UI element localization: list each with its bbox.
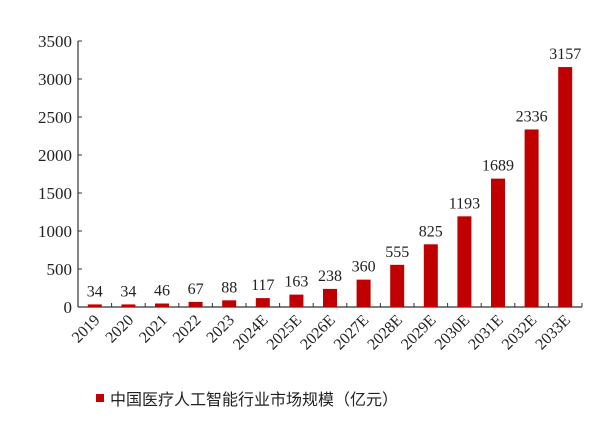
y-tick-label: 1000 — [38, 222, 72, 241]
bar — [188, 301, 203, 307]
x-tick-label: 2019 — [69, 312, 104, 347]
bar — [222, 300, 237, 307]
y-tick-label: 3000 — [38, 70, 72, 89]
x-tick-label: 2021 — [136, 312, 171, 347]
bar — [390, 264, 405, 307]
y-tick-label: 500 — [47, 260, 73, 279]
y-tick-label: 1500 — [38, 184, 72, 203]
data-label: 67 — [188, 281, 204, 298]
x-tick-label: 2028E — [364, 312, 406, 354]
bar — [356, 279, 371, 307]
y-tick-label: 2000 — [38, 146, 72, 165]
bar — [289, 294, 304, 307]
data-label: 825 — [419, 223, 443, 240]
y-tick-label: 3500 — [38, 32, 72, 51]
bar — [558, 67, 573, 308]
chart-legend: 中国医疗人工智能行业市场规模（亿元） — [96, 386, 398, 410]
data-label: 46 — [154, 283, 170, 300]
data-label: 1689 — [482, 158, 514, 175]
y-tick-label: 0 — [64, 298, 73, 317]
data-label: 360 — [352, 259, 376, 276]
bar — [423, 244, 438, 307]
bar — [87, 304, 102, 307]
data-label: 163 — [284, 274, 308, 291]
x-tick-label: 2032E — [499, 312, 541, 354]
data-label: 1193 — [449, 195, 480, 212]
x-tick-label: 2030E — [432, 312, 474, 354]
x-tick-label: 2029E — [398, 312, 440, 354]
x-tick-label: 2020 — [103, 312, 138, 347]
bar — [491, 178, 505, 307]
data-label: 555 — [385, 244, 409, 261]
bar — [121, 304, 136, 307]
x-tick-label: 2031E — [465, 312, 507, 354]
data-label: 34 — [87, 283, 103, 300]
bar — [323, 288, 337, 307]
legend-label: 中国医疗人工智能行业市场规模（亿元） — [110, 390, 399, 409]
x-tick-label: 2024E — [230, 312, 272, 354]
data-label: 2336 — [516, 108, 548, 125]
data-label: 34 — [120, 283, 136, 300]
data-label: 3157 — [549, 46, 581, 63]
data-label: 238 — [318, 268, 342, 285]
legend-swatch-icon — [96, 394, 104, 402]
data-label: 88 — [221, 279, 237, 296]
bar — [524, 129, 539, 307]
x-tick-label: 2027E — [331, 312, 373, 354]
x-tick-label: 2033E — [532, 312, 574, 354]
x-tick-label: 2022 — [170, 312, 205, 347]
bar — [457, 216, 472, 307]
data-label: 117 — [251, 277, 274, 294]
bar — [155, 303, 169, 307]
y-tick-label: 2500 — [38, 108, 72, 127]
x-tick-label: 2026E — [297, 312, 339, 354]
x-tick-label: 2025E — [264, 312, 306, 354]
bar — [255, 298, 270, 307]
